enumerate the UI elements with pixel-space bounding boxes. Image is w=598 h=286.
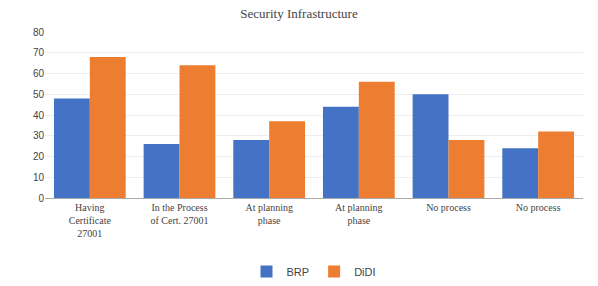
svg-text:No process: No process xyxy=(426,202,471,213)
svg-text:60: 60 xyxy=(33,68,45,79)
svg-text:50: 50 xyxy=(33,89,45,100)
svg-text:0: 0 xyxy=(38,193,44,204)
svg-text:20: 20 xyxy=(33,151,45,162)
svg-text:HavingCertificate27001: HavingCertificate27001 xyxy=(69,202,112,239)
svg-text:At planningphase: At planningphase xyxy=(245,202,293,226)
svg-text:DiDI: DiDI xyxy=(354,266,375,278)
svg-text:40: 40 xyxy=(33,110,45,121)
svg-text:At planningphase: At planningphase xyxy=(335,202,383,226)
svg-text:In the Processof Cert. 27001: In the Processof Cert. 27001 xyxy=(150,202,208,226)
svg-text:70: 70 xyxy=(33,47,45,58)
svg-text:80: 80 xyxy=(33,27,45,38)
svg-text:10: 10 xyxy=(33,172,45,183)
svg-text:No process: No process xyxy=(516,202,561,213)
svg-text:30: 30 xyxy=(33,130,45,141)
svg-text:BRP: BRP xyxy=(287,266,310,278)
svg-text:Security Infrastructure: Security Infrastructure xyxy=(240,6,358,21)
